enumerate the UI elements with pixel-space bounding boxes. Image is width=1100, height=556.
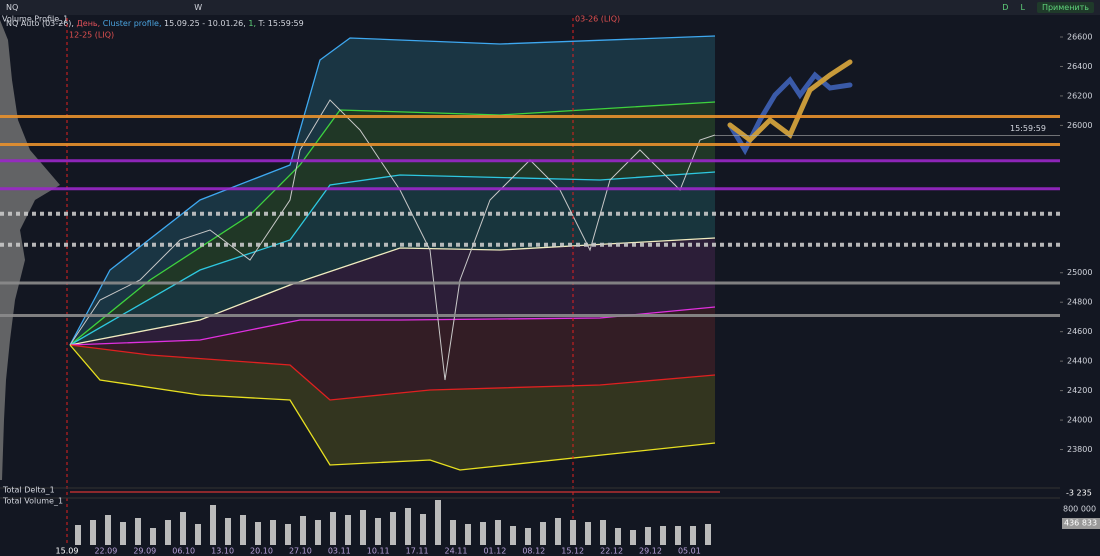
price-path	[69, 99, 716, 381]
date-label: 13.10	[211, 547, 234, 556]
header: Volume Profile_1 NQ Auto (03-26), День, …	[2, 15, 304, 28]
band-line	[69, 171, 716, 346]
band-line	[69, 237, 716, 346]
axis-bg	[1060, 15, 1100, 485]
y-tick-label: 26400	[1067, 62, 1092, 71]
date-label: 08.12	[522, 547, 545, 556]
date-label: 20.10	[250, 547, 273, 556]
date-label: 15.09	[56, 547, 79, 556]
date-label: 22.12	[600, 547, 623, 556]
band-fill	[70, 345, 715, 470]
y-tick-label: 23800	[1067, 445, 1092, 454]
volume-label: Total Volume_1	[2, 497, 63, 506]
date-label: 24.11	[445, 547, 468, 556]
date-label: 27.10	[289, 547, 312, 556]
y-tick-label: 25000	[1067, 268, 1092, 277]
band-line	[69, 101, 716, 346]
volume-bars	[75, 500, 711, 545]
y-tick-label: 24400	[1067, 357, 1092, 366]
delta-label: Total Delta_1	[2, 486, 55, 495]
band-line	[69, 344, 716, 401]
band-fill	[70, 36, 715, 345]
period: День,	[77, 19, 101, 28]
date-label: 29.12	[639, 547, 662, 556]
date-label: 06.10	[172, 547, 195, 556]
current-time: 15:59:59	[1010, 124, 1046, 133]
step: 1,	[248, 19, 256, 28]
range: 15.09.25 - 10.01.26,	[164, 19, 246, 28]
y-tick-label: 24000	[1067, 416, 1092, 425]
price-axis: 26600 26400 26200 26000 25000 24800 24600 24400…	[1060, 15, 1100, 529]
volume-profile-label: Volume Profile_1	[2, 15, 68, 24]
drawing[interactable]	[727, 59, 853, 144]
date-axis: 15.09 22.09 29.09 06.10 13.10 20.10 27.10 03.11…	[0, 546, 1100, 556]
date-label: 17.11	[406, 547, 429, 556]
date-label: 15.12	[561, 547, 584, 556]
y-tick-label: 26000	[1067, 121, 1092, 130]
date-label: 05.01	[678, 547, 701, 556]
apply-button[interactable]: Применить	[1036, 2, 1094, 13]
band-line	[69, 35, 716, 346]
date-label: 10.11	[367, 547, 390, 556]
y-tick-label: 24600	[1067, 327, 1092, 336]
study: Cluster profile,	[103, 19, 162, 28]
band-line	[69, 344, 716, 471]
volume-tag	[1062, 518, 1100, 529]
rollover-label: 12-25 (LIQ)	[69, 31, 114, 40]
volume-value: 436 833	[1064, 519, 1097, 528]
timeframe[interactable]: W	[194, 3, 203, 12]
y-tick-label: 24200	[1067, 386, 1092, 395]
time: T: 15:59:59	[258, 19, 304, 28]
delta-bars	[70, 491, 720, 493]
volume-tick: 800 000	[1063, 505, 1096, 514]
rollover-label: 03-26 (LIQ)	[575, 15, 620, 24]
symbol[interactable]: NQ	[6, 3, 19, 12]
y-tick-label: 26200	[1067, 91, 1092, 100]
toggle-d[interactable]: D	[1002, 3, 1009, 12]
volume-profile	[0, 20, 60, 480]
toggle-l[interactable]: L	[1020, 3, 1025, 12]
date-label: 03.11	[328, 547, 351, 556]
date-label: 01.12	[483, 547, 506, 556]
date-axis-bg	[0, 546, 1100, 556]
date-label: 22.09	[94, 547, 117, 556]
instrument: NQ Auto (03-26), День, Cluster profile, …	[6, 19, 304, 28]
y-tick-label: 24800	[1067, 298, 1092, 307]
date-label: 29.09	[133, 547, 156, 556]
delta-value: -3 235	[1066, 489, 1092, 498]
band-fill	[70, 307, 715, 400]
toolbar: NQ W D L Применить	[0, 0, 1100, 15]
band-fill	[70, 102, 715, 345]
y-tick-label: 26600	[1067, 33, 1092, 42]
instrument-name: NQ Auto (03-26),	[6, 19, 74, 28]
